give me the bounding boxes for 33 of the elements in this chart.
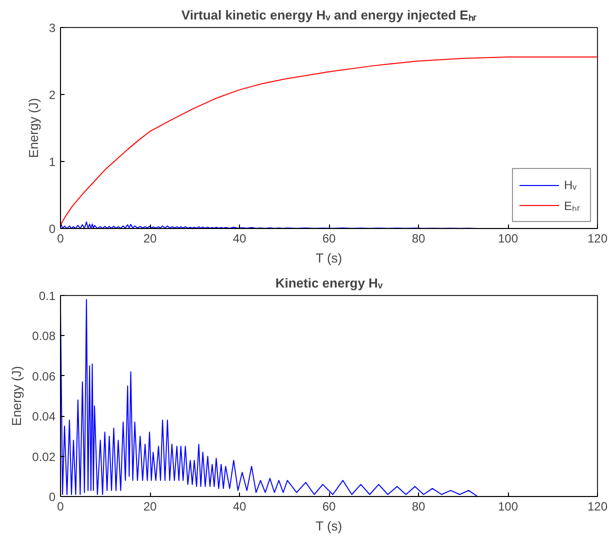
x-tick-label: 100 — [498, 500, 518, 514]
y-axis-title: Energy (J) — [9, 366, 24, 426]
x-tick-label: 20 — [143, 500, 157, 514]
line-series — [60, 56, 598, 226]
y-tick-label: 1 — [48, 155, 56, 169]
x-tick-label: 80 — [412, 500, 426, 514]
x-tick-label: 100 — [498, 232, 518, 246]
chart-title: Virtual kinetic energy Hᵥ and energy injected Eₕᵣ — [181, 8, 478, 22]
y-tick-label: 0.1 — [38, 289, 56, 303]
y-tick-label: 0 — [48, 490, 56, 504]
x-tick-label: 120 — [587, 500, 608, 514]
x-axis-title: T (s) — [316, 250, 342, 266]
y-axis-title: Energy (J) — [26, 98, 41, 158]
x-tick-label: 0 — [57, 500, 64, 514]
legend-label: Eₕᵣ — [564, 198, 581, 214]
chart-title: Kinetic energy Hᵥ — [275, 276, 383, 290]
x-tick-label: 40 — [232, 500, 246, 514]
x-tick-label: 80 — [412, 232, 426, 246]
x-tick-label: 120 — [587, 232, 608, 246]
y-tick-label: 0.04 — [32, 410, 56, 424]
y-tick-label: 0.06 — [32, 369, 56, 384]
y-tick-label: 2 — [48, 88, 56, 102]
y-tick-label: 0.08 — [32, 329, 56, 344]
x-tick-label: 0 — [57, 232, 64, 246]
x-tick-label: 20 — [143, 232, 157, 246]
x-axis-title: T (s) — [316, 518, 342, 534]
y-tick-label: 0.02 — [32, 450, 56, 464]
legend-label: Hᵥ — [564, 178, 578, 192]
y-tick-label: 3 — [48, 21, 56, 35]
x-tick-label: 60 — [322, 500, 336, 514]
y-tick-label: 0 — [48, 222, 56, 236]
x-tick-label: 40 — [232, 232, 246, 246]
x-tick-label: 60 — [322, 232, 336, 246]
